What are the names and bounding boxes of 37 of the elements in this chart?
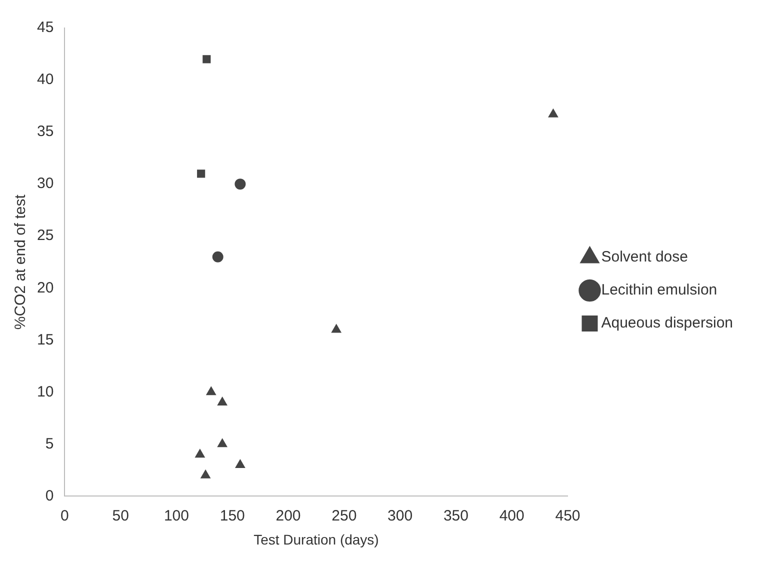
- x-tick-label: 250: [332, 507, 357, 524]
- x-tick-label: 350: [443, 507, 468, 524]
- y-tick-label: 20: [36, 279, 54, 296]
- x-tick-label: 300: [388, 507, 413, 524]
- point: [332, 324, 342, 333]
- x-tick-label: 450: [555, 507, 580, 524]
- point: [217, 438, 228, 448]
- point: [202, 55, 211, 64]
- y-tick-label: 0: [45, 487, 54, 504]
- legend-label: Solvent dose: [601, 248, 688, 266]
- point: [206, 386, 216, 396]
- point: [234, 178, 246, 190]
- x-tick-label: 50: [112, 507, 129, 524]
- y-tick-label: 15: [36, 331, 54, 348]
- point: [200, 470, 210, 478]
- x-tick-label: 200: [276, 507, 301, 524]
- point: [212, 251, 224, 262]
- point: [235, 459, 246, 468]
- y-tick-label: 35: [36, 123, 54, 140]
- y-tick-label: 25: [36, 227, 54, 244]
- x-tick-label: 100: [164, 507, 189, 524]
- point: [548, 108, 558, 118]
- legend-label: Aqueous dispersion: [601, 314, 734, 332]
- y-tick-label: 5: [45, 435, 54, 452]
- x-tick-label: 400: [499, 507, 524, 524]
- point: [195, 449, 205, 458]
- x-axis-title: Test Duration (days): [254, 531, 379, 548]
- x-tick-label: 0: [60, 507, 69, 524]
- y-tick-label: 40: [36, 71, 54, 88]
- y-tick-label: 10: [36, 383, 54, 400]
- legend-label: Lecithin emulsion: [601, 282, 718, 299]
- x-tick-label: 150: [220, 507, 245, 524]
- y-axis-title: %CO2 at end of test: [12, 194, 30, 330]
- y-tick-label: 30: [36, 175, 54, 192]
- y-tick-label: 45: [36, 19, 54, 36]
- point: [217, 397, 228, 406]
- point: [197, 170, 206, 178]
